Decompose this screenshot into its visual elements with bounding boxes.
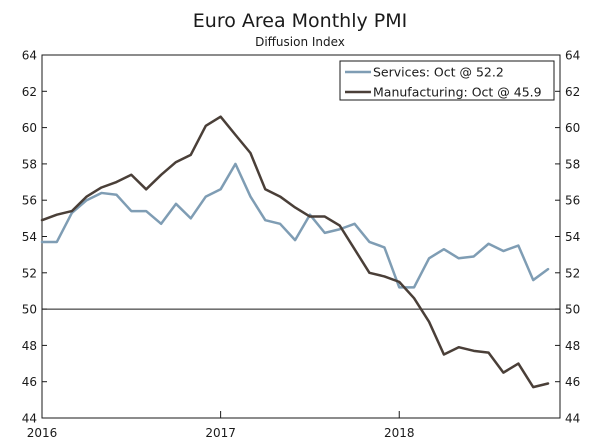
y-tick-label-left: 48 <box>22 339 37 353</box>
legend: Services: Oct @ 52.2 Manufacturing: Oct … <box>339 60 555 101</box>
legend-box <box>339 60 555 101</box>
y-tick-label-left: 52 <box>22 266 37 280</box>
legend-label-services: Services: Oct @ 52.2 <box>373 65 504 80</box>
chart-title: Euro Area Monthly PMI <box>193 10 407 32</box>
y-tick-label-left: 56 <box>22 194 37 208</box>
y-tick-label-left: 46 <box>22 375 37 389</box>
y-tick-label-left: 50 <box>22 303 37 317</box>
y-tick-label-left: 54 <box>22 230 37 244</box>
y-tick-label-right: 54 <box>565 230 580 244</box>
y-tick-label-right: 60 <box>565 121 580 135</box>
series-line-manufacturing <box>40 115 550 389</box>
plot-frame <box>41 54 561 419</box>
x-tick-label: 2018 <box>384 426 415 440</box>
y-tick-label-right: 50 <box>565 303 580 317</box>
y-tick-label-right: 46 <box>565 375 580 389</box>
y-tick-label-left: 60 <box>22 121 37 135</box>
y-tick-label-right: 62 <box>565 85 580 99</box>
y-tick-label-right: 52 <box>565 266 580 280</box>
y-tick-label-right: 58 <box>565 157 580 171</box>
legend-label-manufacturing: Manufacturing: Oct @ 45.9 <box>373 85 542 100</box>
chart-subtitle: Diffusion Index <box>255 35 345 49</box>
x-tick-label: 2016 <box>27 426 58 440</box>
y-tick-label-left: 64 <box>22 49 37 63</box>
y-tick-label-left: 44 <box>22 412 37 426</box>
y-tick-label-left: 62 <box>22 85 37 99</box>
y-tick-label-right: 64 <box>565 49 580 63</box>
y-tick-label-right: 44 <box>565 412 580 426</box>
x-tick-label: 2017 <box>205 426 236 440</box>
y-tick-label-left: 58 <box>22 157 37 171</box>
y-tick-label-right: 56 <box>565 194 580 208</box>
y-tick-label-right: 48 <box>565 339 580 353</box>
series-line-services <box>40 162 550 289</box>
